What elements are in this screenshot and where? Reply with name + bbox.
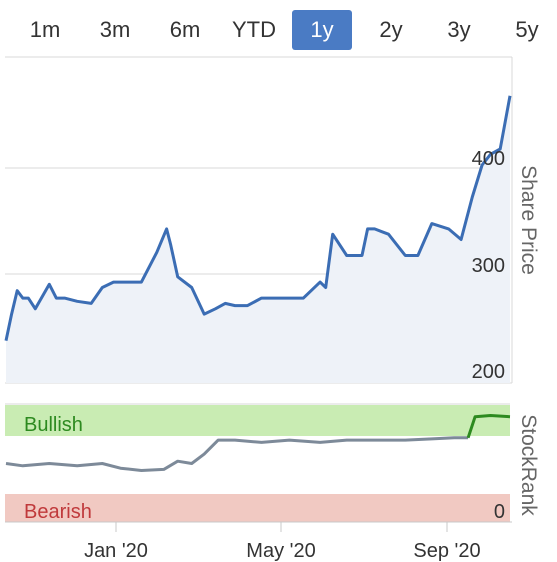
bearish-band bbox=[5, 494, 510, 522]
x-tick-label: May '20 bbox=[246, 540, 315, 562]
price-area-fill bbox=[6, 95, 510, 384]
price-series-line bbox=[4, 95, 512, 342]
range-tabs: 1m 3m 6m YTD 1y 2y 3y 5y bbox=[0, 0, 557, 56]
price-panel: 400 300 200 Share Price bbox=[4, 56, 540, 384]
tab-2y[interactable]: 2y bbox=[379, 17, 403, 42]
tab-1y[interactable]: 1y bbox=[292, 10, 352, 50]
bullish-label: Bullish bbox=[24, 414, 83, 436]
price-tick-label: 200 bbox=[472, 361, 505, 383]
stockrank-bullish-segment bbox=[466, 414, 511, 439]
tab-3m[interactable]: 3m bbox=[99, 17, 131, 42]
tab-1m[interactable]: 1m bbox=[29, 17, 61, 42]
x-axis: Jan '20 May '20 Sep '20 bbox=[84, 522, 481, 562]
tab-3y[interactable]: 3y bbox=[447, 17, 471, 42]
tab-6m[interactable]: 6m bbox=[169, 17, 201, 42]
bullish-band bbox=[5, 405, 510, 436]
stockrank-panel: Bullish Bearish 0 StockRank bbox=[5, 403, 540, 523]
tab-ytd[interactable]: YTD bbox=[232, 17, 276, 42]
tab-5y[interactable]: 5y bbox=[515, 17, 539, 42]
x-tick-label: Jan '20 bbox=[84, 540, 148, 562]
stockrank-axis-label: StockRank bbox=[517, 414, 540, 516]
price-tick-label: 300 bbox=[472, 255, 505, 277]
bearish-label: Bearish bbox=[24, 501, 92, 523]
stockrank-series-line bbox=[5, 436, 469, 472]
x-tick-label: Sep '20 bbox=[413, 540, 480, 562]
stockrank-tick-label: 0 bbox=[494, 501, 505, 523]
price-tick-label: 400 bbox=[472, 148, 505, 170]
price-axis-label: Share Price bbox=[517, 165, 540, 275]
